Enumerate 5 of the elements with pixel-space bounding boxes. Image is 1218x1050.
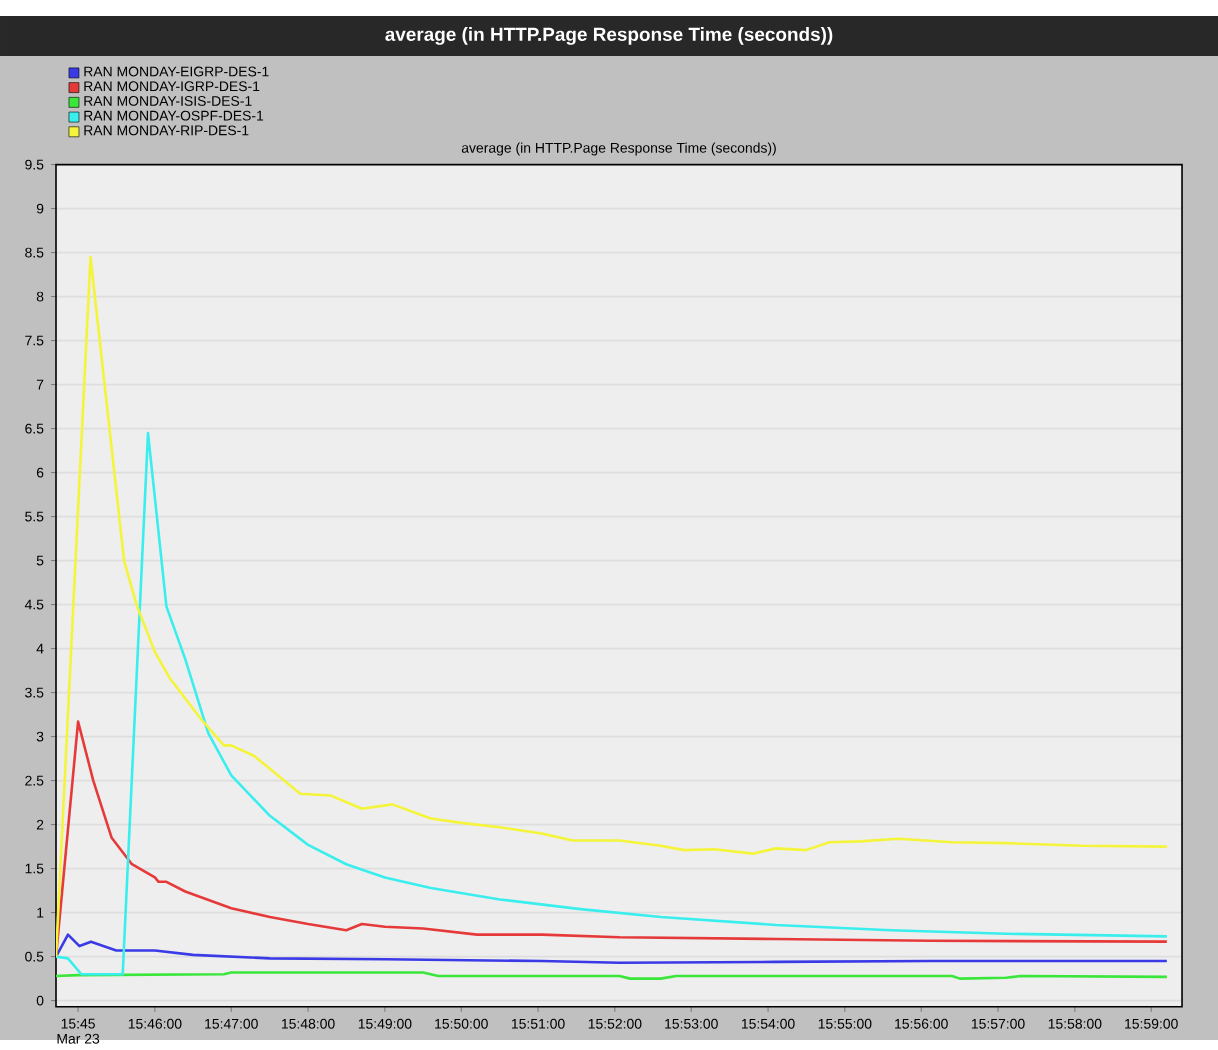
chart-title: average (in HTTP.Page Response Time (seconds)) xyxy=(385,26,833,45)
line-series xyxy=(56,720,1169,958)
line-series xyxy=(56,255,1169,958)
line-series xyxy=(56,933,1169,964)
line-series xyxy=(56,431,1169,976)
